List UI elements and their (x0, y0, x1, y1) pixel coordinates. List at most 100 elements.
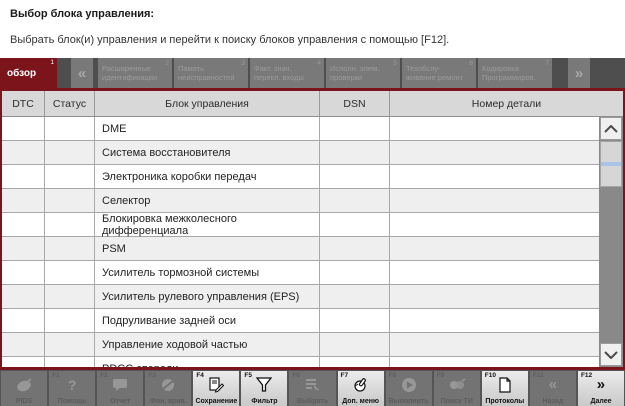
button-label: Поиск ТИ (440, 398, 473, 405)
table-row[interactable]: Усилитель тормозной системы (2, 261, 599, 285)
fkey-label: F1 (52, 372, 60, 379)
table-row[interactable]: Усилитель рулевого управления (EPS) (2, 285, 599, 309)
button-label: Выбрать (296, 398, 329, 405)
button-label: Фон. крив. (149, 398, 187, 405)
fkey-label: F12 (580, 372, 593, 379)
pids-button: PIDS (1, 371, 48, 406)
background-curve-button: F3 Фон. крив. (145, 371, 192, 406)
tab-label-line1: Расширенные (102, 64, 152, 73)
chevron-right-icon: » (574, 64, 584, 82)
button-label: Далее (590, 398, 612, 405)
tab-label-line2: живание ремонт (406, 73, 464, 82)
control-unit-cell: Электроника коробки передач (95, 165, 320, 188)
chevron-down-icon (604, 350, 618, 359)
table-row[interactable]: Блокировка межколесного дифференциала (2, 213, 599, 237)
table-body: DME Система восстановителя Электроника к… (2, 117, 599, 367)
column-header-status: Статус (45, 91, 95, 116)
table-row[interactable]: PSM (2, 237, 599, 261)
save-button[interactable]: F4 Сохранение (193, 371, 240, 406)
button-label: Выполнить (388, 398, 429, 405)
control-unit-cell: Система восстановителя (95, 141, 320, 164)
tab-drive-links-checks[interactable]: Исполн. элем. проверки 5 (326, 58, 400, 88)
tab-label-line1: Факт. знач. (254, 64, 292, 73)
control-unit-cell: Подруливание задней оси (95, 309, 320, 332)
execute-icon (401, 376, 417, 394)
control-unit-table: DTC Статус Блок управления DSN Номер дет… (0, 91, 625, 370)
tab-index: 6 (469, 60, 473, 67)
report-button: F2 Отчет (97, 371, 144, 406)
tab-index: 2 (165, 60, 169, 67)
page-instruction: Выбрать блок(и) управления и перейти к п… (10, 34, 450, 46)
column-header-dtc: DTC (2, 91, 45, 116)
tab-overview-index: 1 (50, 59, 54, 66)
tab-label-line1: Кодировка (482, 64, 519, 73)
page-title: Выбор блока управления: (10, 8, 155, 20)
scroll-up-button[interactable] (600, 117, 622, 140)
control-unit-cell: Управление ходовой частью (95, 333, 320, 356)
tab-label-line1: Техобслу- (406, 64, 441, 73)
tab-bar: обзор 1 « Расширенные идентификации 2 Па… (0, 58, 625, 91)
feedback-icon (112, 376, 128, 394)
fkey-label: F6 (292, 372, 301, 379)
table-row[interactable]: Подруливание задней оси (2, 309, 599, 333)
tab-overview[interactable]: обзор 1 (0, 58, 57, 88)
control-unit-cell: Усилитель рулевого управления (EPS) (95, 285, 320, 308)
scroll-down-button[interactable] (600, 343, 622, 366)
tab-index: 7 (545, 60, 549, 67)
table-row[interactable]: PDCC спереди (2, 357, 599, 367)
button-label: Назад (542, 398, 564, 405)
additional-menu-button[interactable]: F7 Доп. меню (337, 371, 384, 406)
back-icon: « (548, 376, 558, 393)
protocols-icon (498, 376, 512, 394)
help-icon: ? (67, 376, 77, 393)
tab-label-line2: идентификации (102, 73, 158, 82)
selection-icon (305, 376, 321, 394)
execute-button: F8 Выполнить (385, 371, 432, 406)
tab-fault-memory[interactable]: Память неисправностей 3 (174, 58, 248, 88)
control-unit-cell: Блокировка межколесного дифференциала (95, 213, 320, 237)
additional-menu-icon (352, 376, 370, 394)
fkey-label: F3 (148, 372, 156, 379)
table-row[interactable]: Селектор (2, 189, 599, 213)
tab-label-line1: Память (178, 64, 205, 73)
fkey-label: F4 (196, 372, 204, 379)
tab-index: 5 (393, 60, 397, 67)
tab-label-line2: перекл. входы (254, 73, 304, 82)
column-header-dsn: DSN (320, 91, 390, 116)
table-row[interactable]: DME (2, 117, 599, 141)
mouse-icon (15, 376, 33, 394)
fkey-label: F7 (340, 372, 349, 379)
tab-overview-label: обзор (7, 67, 37, 79)
ti-search-button: F9 Поиск ТИ (433, 371, 480, 406)
snapshot-icon (160, 376, 176, 394)
fkey-label: F5 (244, 372, 252, 379)
tab-index: 3 (241, 60, 245, 67)
control-unit-cell: Селектор (95, 189, 320, 212)
next-button[interactable]: F12 » Далее (577, 371, 625, 406)
fkey-label: F11 (532, 372, 544, 379)
button-label: PIDS (15, 398, 33, 405)
table-header-row: DTC Статус Блок управления DSN Номер дет… (2, 91, 623, 117)
tab-label-line2: неисправностей (178, 73, 235, 82)
scrollbar-thumb[interactable] (600, 141, 622, 187)
page-header: Выбор блока управления: Выбрать блок(и) … (10, 8, 615, 46)
vertical-scrollbar[interactable] (599, 117, 623, 367)
tab-maintenance-repair[interactable]: Техобслу- живание ремонт 6 (402, 58, 476, 88)
protocols-button[interactable]: F10 Протоколы (481, 371, 528, 406)
tabs-scroll-right-button[interactable]: » (568, 58, 590, 88)
button-label: Сохранение (195, 398, 238, 405)
table-row[interactable]: Система восстановителя (2, 141, 599, 165)
tabs-scroll-left-button[interactable]: « (71, 58, 93, 88)
button-label: Помощь (57, 398, 87, 405)
tab-actual-values[interactable]: Факт. знач. перекл. входы 4 (250, 58, 324, 88)
help-button: F1 ? Помощь (49, 371, 96, 406)
chevron-left-icon: « (77, 64, 87, 82)
filter-button[interactable]: F5 Фильтр (241, 371, 288, 406)
fkey-label: F10 (484, 372, 496, 379)
tab-label-line1: Исполн. элем. (330, 64, 380, 73)
tab-coding-programming[interactable]: Кодировка Программиров. 7 (478, 58, 552, 88)
table-row[interactable]: Электроника коробки передач (2, 165, 599, 189)
table-row[interactable]: Управление ходовой частью (2, 333, 599, 357)
tab-extended-identifications[interactable]: Расширенные идентификации 2 (98, 58, 172, 88)
chevron-up-icon (604, 124, 618, 133)
